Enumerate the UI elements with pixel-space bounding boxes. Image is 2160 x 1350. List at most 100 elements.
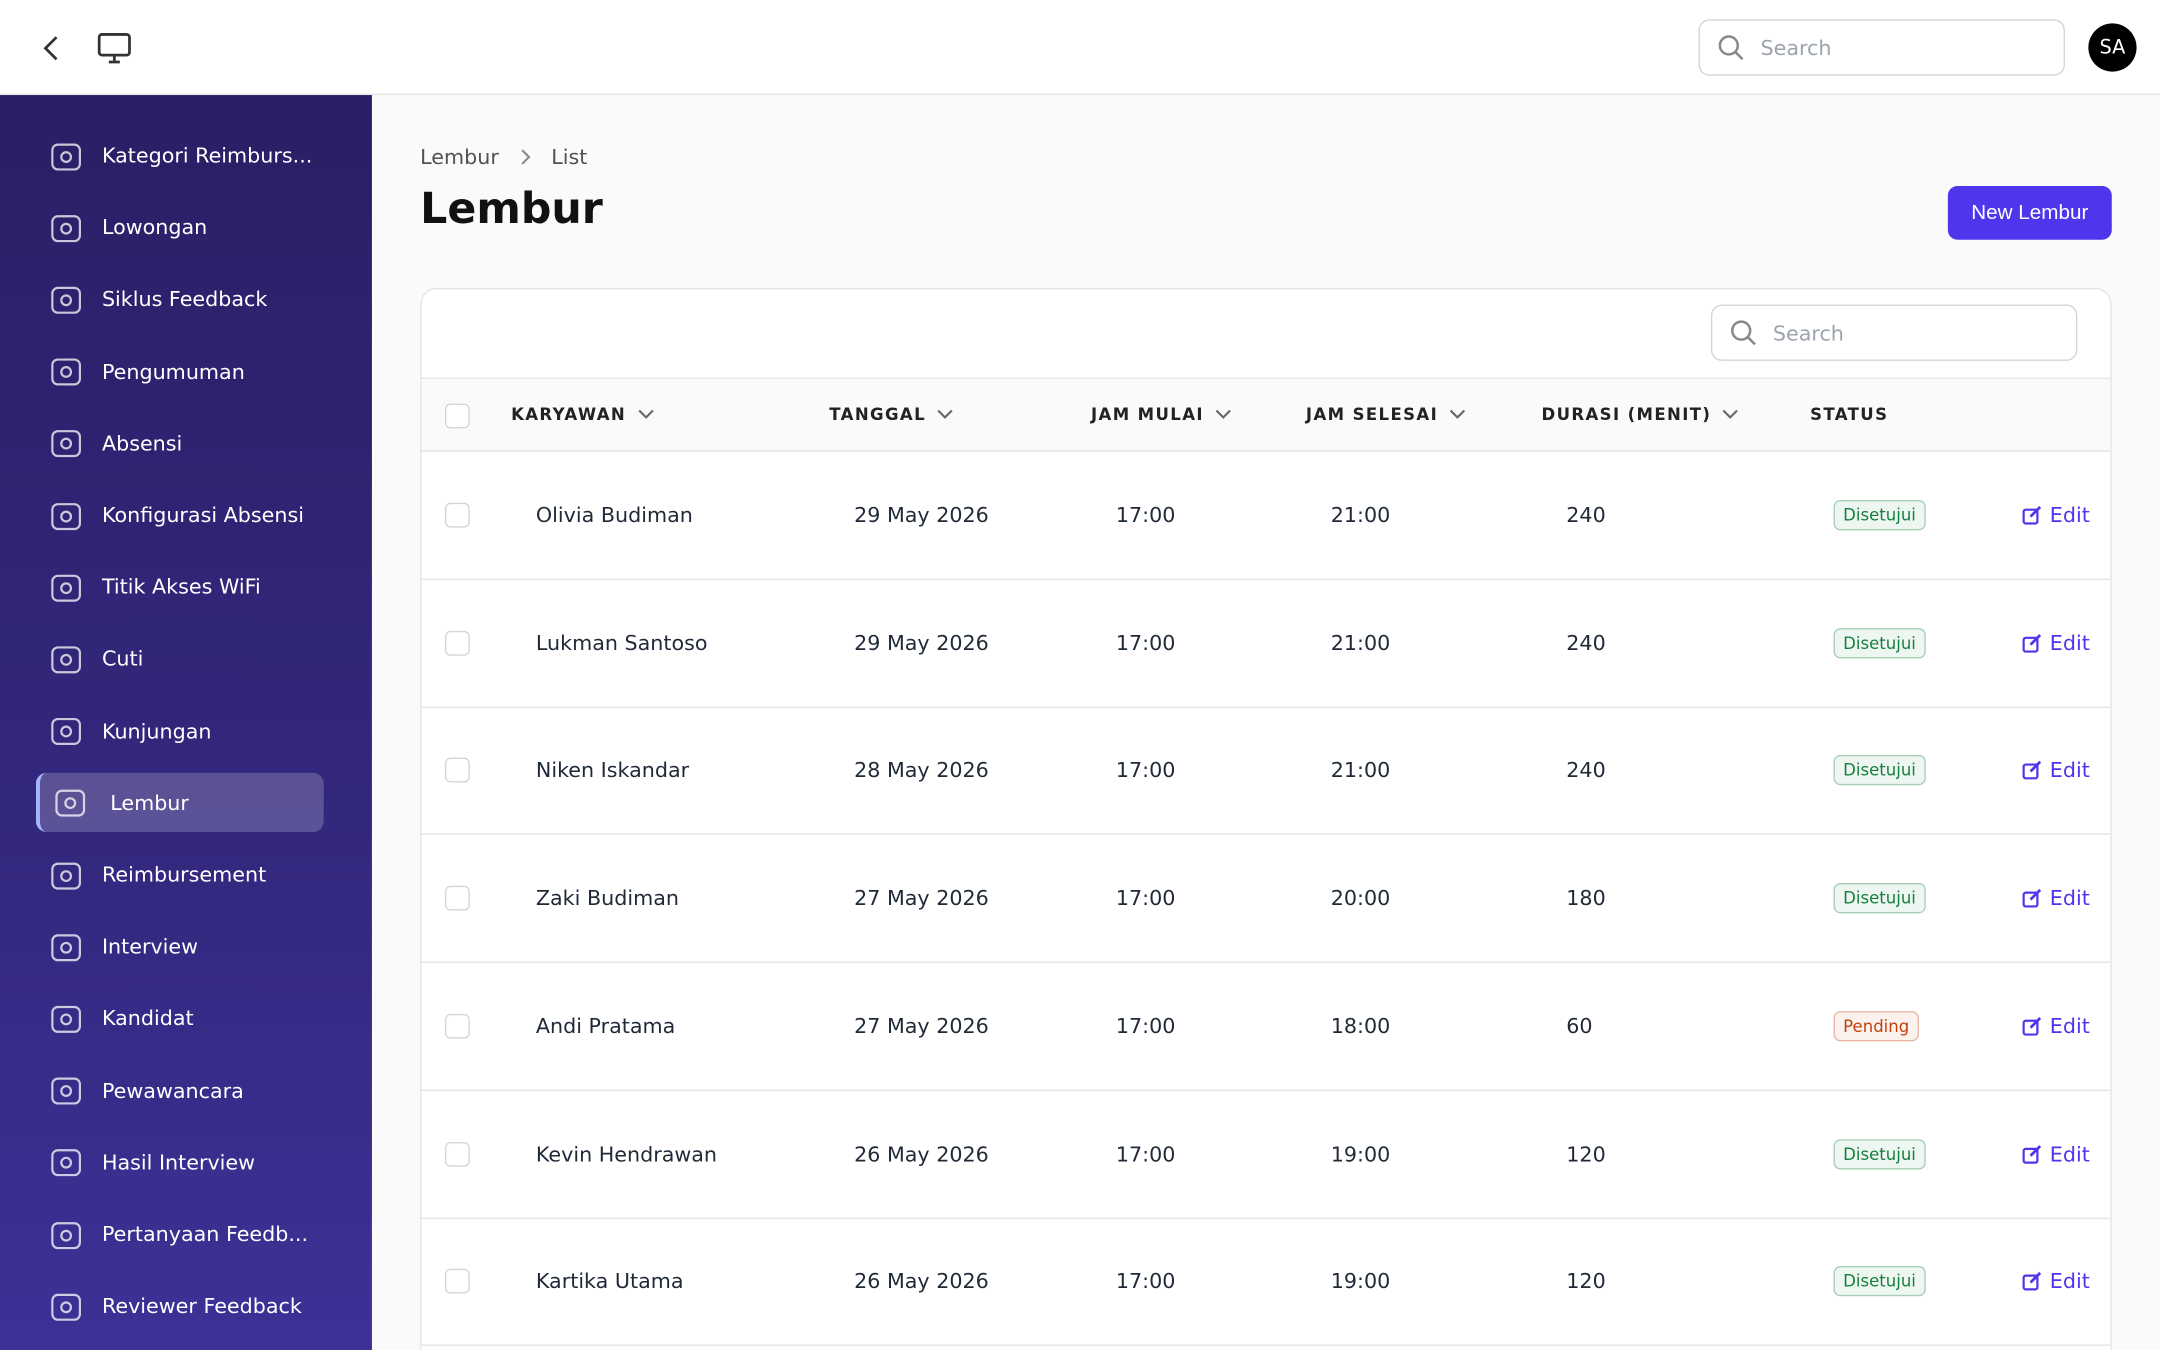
top-bar: Search SA: [0, 0, 2160, 96]
cell-jam-mulai: 17:00: [1115, 1013, 1176, 1039]
page-title: Lembur: [420, 184, 603, 235]
sort-icon[interactable]: [937, 409, 954, 420]
nav-icon: [51, 718, 81, 746]
nav-icon: [51, 286, 81, 314]
cell-durasi: 120: [1566, 1141, 1606, 1167]
nav-item[interactable]: Kategori Reimburs...: [36, 126, 324, 185]
cell-jam-selesai: 19:00: [1330, 1141, 1391, 1167]
nav-item[interactable]: Pewawancara: [36, 1061, 324, 1120]
edit-icon: [2022, 1272, 2042, 1291]
nav-label: Titik Akses WiFi: [101, 574, 261, 600]
nav-label: Lowongan: [101, 215, 208, 240]
global-search[interactable]: Search: [1698, 19, 2065, 76]
nav-item[interactable]: Kunjungan: [36, 701, 324, 760]
edit-label: Edit: [2049, 502, 2090, 528]
nav-item[interactable]: Siklus Feedback: [36, 270, 324, 329]
status-cell: Disetujui: [1833, 1218, 1926, 1345]
nav-item[interactable]: Absensi: [36, 414, 324, 473]
nav-icon: [51, 1149, 81, 1177]
nav-item[interactable]: Konfigurasi Absensi: [36, 486, 324, 545]
cell-jam-mulai: 17:00: [1115, 758, 1176, 783]
nav-item[interactable]: Kandidat: [36, 989, 324, 1048]
edit-button[interactable]: Edit: [2022, 707, 2090, 834]
edit-button[interactable]: Edit: [2022, 1090, 2090, 1217]
back-button[interactable]: [39, 33, 64, 63]
nav-label: Reviewer Feedback: [101, 1293, 302, 1319]
nav-item[interactable]: Lembur: [35, 773, 324, 833]
cell-durasi: 180: [1566, 885, 1606, 911]
nav-item[interactable]: Pertanyaan Feedb...: [36, 1205, 324, 1264]
edit-label: Edit: [2049, 1141, 2090, 1167]
nav-label: Hasil Interview: [101, 1149, 256, 1175]
cell-karyawan: Andi Pratama: [535, 1013, 676, 1039]
cell-tanggal: 27 May 2026: [854, 1013, 989, 1039]
row-checkbox[interactable]: [444, 758, 470, 783]
new-button[interactable]: New Lembur: [1947, 185, 2112, 240]
edit-button[interactable]: Edit: [2022, 452, 2090, 579]
nav-label: Konfigurasi Absensi: [101, 502, 305, 528]
row-checkbox[interactable]: [444, 1013, 470, 1039]
status-badge: Disetujui: [1833, 755, 1926, 786]
cell-jam-selesai: 21:00: [1330, 630, 1391, 656]
column-header[interactable]: JAM SELESAI: [1306, 379, 1466, 451]
nav-icon: [51, 574, 81, 602]
nav-item[interactable]: Titik Akses WiFi: [36, 557, 324, 616]
nav-icon: [51, 430, 81, 458]
breadcrumb: Lembur List: [420, 145, 587, 170]
table-search[interactable]: Search: [1710, 304, 2078, 361]
avatar[interactable]: SA: [2088, 23, 2137, 72]
edit-icon: [2022, 505, 2042, 525]
status-cell: Disetujui: [1833, 707, 1926, 834]
status-cell: Disetujui: [1833, 452, 1926, 579]
cell-jam-selesai: 18:00: [1330, 1013, 1391, 1039]
edit-button[interactable]: Edit: [2022, 835, 2090, 962]
cell-karyawan: Kevin Hendrawan: [535, 1141, 718, 1167]
nav-label: Pewawancara: [101, 1078, 244, 1103]
row-checkbox[interactable]: [444, 502, 470, 528]
edit-button[interactable]: Edit: [2022, 963, 2090, 1090]
nav-item[interactable]: Reviewer Feedback: [36, 1277, 324, 1336]
breadcrumb-separator: [521, 149, 531, 165]
nav-label: Pertanyaan Feedb...: [101, 1221, 309, 1247]
column-label: KARYAWAN: [511, 404, 627, 425]
cell-jam-selesai: 20:00: [1330, 885, 1391, 911]
row-checkbox[interactable]: [444, 630, 470, 656]
cell-karyawan: Niken Iskandar: [535, 758, 690, 783]
row-checkbox[interactable]: [444, 1268, 470, 1294]
edit-label: Edit: [2049, 758, 2090, 783]
nav-item[interactable]: Interview: [36, 917, 324, 976]
column-header[interactable]: KARYAWAN: [511, 379, 654, 451]
column-header[interactable]: TANGGAL: [829, 379, 953, 451]
column-header[interactable]: JAM MULAI: [1091, 379, 1231, 451]
column-header[interactable]: DURASI (MENIT): [1541, 379, 1739, 451]
edit-icon: [2022, 761, 2042, 780]
nav-item[interactable]: Reimbursement: [36, 845, 324, 904]
sort-icon[interactable]: [1722, 409, 1739, 420]
edit-button[interactable]: Edit: [2022, 580, 2090, 707]
edit-button[interactable]: Edit: [2022, 1218, 2090, 1345]
nav-item[interactable]: Lowongan: [36, 198, 324, 257]
sort-icon[interactable]: [637, 409, 654, 420]
cell-tanggal: 26 May 2026: [854, 1141, 989, 1167]
breadcrumb-link[interactable]: Lembur: [420, 144, 499, 170]
row-checkbox[interactable]: [444, 885, 470, 911]
cell-karyawan: Kartika Utama: [535, 1268, 684, 1294]
cell-durasi: 120: [1566, 1268, 1606, 1294]
nav-icon: [51, 646, 81, 674]
column-label: JAM MULAI: [1091, 404, 1204, 425]
sort-icon[interactable]: [1215, 409, 1232, 420]
nav-item[interactable]: Hasil Interview: [36, 1133, 324, 1192]
desktop-icon[interactable]: [96, 32, 132, 65]
row-checkbox[interactable]: [444, 1141, 470, 1167]
nav-item[interactable]: Cuti: [36, 629, 324, 688]
search-placeholder: Search: [1760, 35, 1832, 60]
sort-icon[interactable]: [1449, 409, 1466, 420]
nav-label: Interview: [101, 934, 199, 960]
nav-icon: [51, 933, 81, 961]
edit-icon: [2022, 1144, 2042, 1164]
nav-item[interactable]: Pengumuman: [36, 342, 324, 401]
nav-icon: [51, 1005, 81, 1033]
select-all-checkbox[interactable]: [444, 403, 470, 429]
table-row: Kevin Hendrawan 26 May 2026 17:00 19:00 120 D…: [421, 1090, 2111, 1219]
